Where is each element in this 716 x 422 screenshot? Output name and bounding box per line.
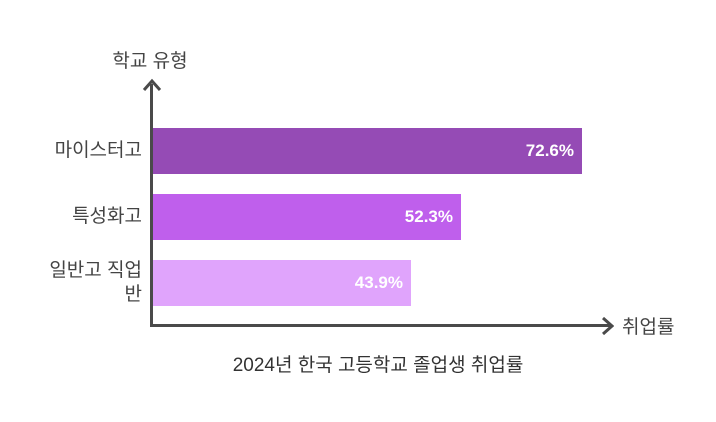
- bar-value-label: 72.6%: [525, 141, 574, 160]
- x-axis-arrow-icon: [602, 316, 614, 336]
- category-label-meister: 마이스터고: [54, 140, 142, 161]
- chart-title: 2024년 한국 고등학교 졸업생 취업률: [232, 355, 524, 376]
- x-axis-label: 취업률: [622, 317, 675, 338]
- bar-meister: 72.6%: [153, 128, 582, 174]
- x-axis-line: [150, 324, 610, 327]
- bar-value-label: 52.3%: [404, 207, 453, 226]
- category-label-line2: 반: [124, 284, 142, 305]
- y-axis-label: 학교 유형: [112, 51, 188, 72]
- bar-specialized: 52.3%: [153, 194, 461, 240]
- category-label-line1: 일반고 직업: [49, 260, 142, 281]
- category-label-general-vocational: 일반고 직업 반: [49, 259, 142, 307]
- y-axis-line: [150, 84, 153, 327]
- bar-general-vocational: 43.9%: [153, 260, 411, 306]
- y-axis-arrow-icon: [142, 78, 162, 91]
- bar-value-label: 43.9%: [354, 273, 403, 292]
- category-label-specialized: 특성화고: [72, 206, 142, 227]
